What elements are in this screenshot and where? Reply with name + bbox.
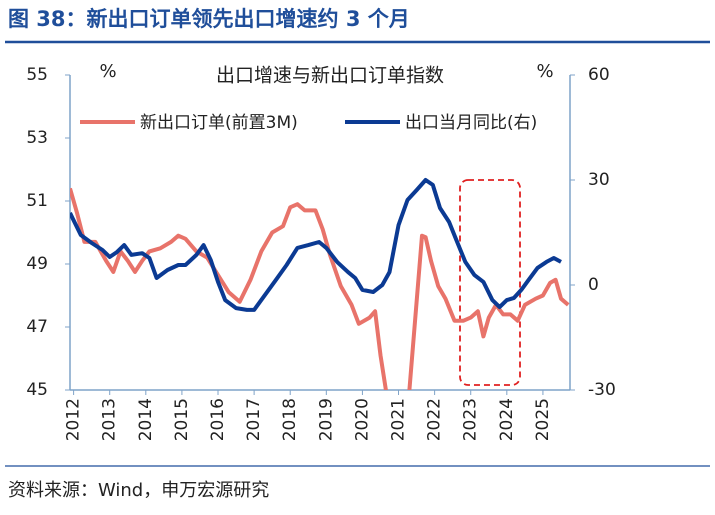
x-tick-label: 2025 [533, 398, 553, 441]
source-note: 资料来源：Wind，申万宏源研究 [8, 480, 269, 501]
chart-title: 出口增速与新出口订单指数 [216, 65, 444, 87]
x-tick-label: 2021 [389, 398, 409, 441]
x-tick-label: 2020 [352, 398, 372, 441]
plot [70, 178, 570, 390]
figure-title: 图 38：新出口订单领先出口增速约 3 个月 [8, 7, 410, 31]
x-tick-label: 2015 [172, 398, 192, 441]
x-tick-label: 2019 [316, 398, 336, 441]
y-tick-label: 51 [26, 191, 48, 211]
x-tick-label: 2018 [280, 398, 300, 441]
x-tick-label: 2014 [136, 398, 156, 441]
y2-unit: % [536, 61, 553, 82]
x-tick-label: 2013 [100, 398, 120, 441]
y-unit: % [99, 61, 116, 82]
y-tick-label: 55 [26, 65, 48, 85]
x-tick-label: 2012 [64, 398, 84, 441]
y2-tick-label: 30 [588, 170, 610, 190]
y-tick-label: 45 [26, 380, 48, 400]
x-tick-label: 2017 [244, 398, 264, 441]
y2-tick-label: 60 [588, 65, 610, 85]
y-tick-label: 53 [26, 128, 48, 148]
highlight-box [459, 179, 521, 386]
y-tick-label: 49 [26, 254, 48, 274]
y2-tick-label: -30 [588, 380, 616, 400]
series-line [70, 187, 570, 390]
y-tick-label: 47 [26, 317, 48, 337]
legend-label: 新出口订单(前置3M) [140, 113, 298, 133]
x-tick-label: 2023 [461, 398, 481, 441]
x-tick-label: 2016 [208, 398, 228, 441]
y2-tick-label: 0 [588, 275, 599, 295]
legend-label: 出口当月同比(右) [405, 113, 537, 133]
x-tick-label: 2022 [425, 398, 445, 441]
x-tick-label: 2024 [497, 398, 517, 441]
series-line [70, 178, 562, 312]
